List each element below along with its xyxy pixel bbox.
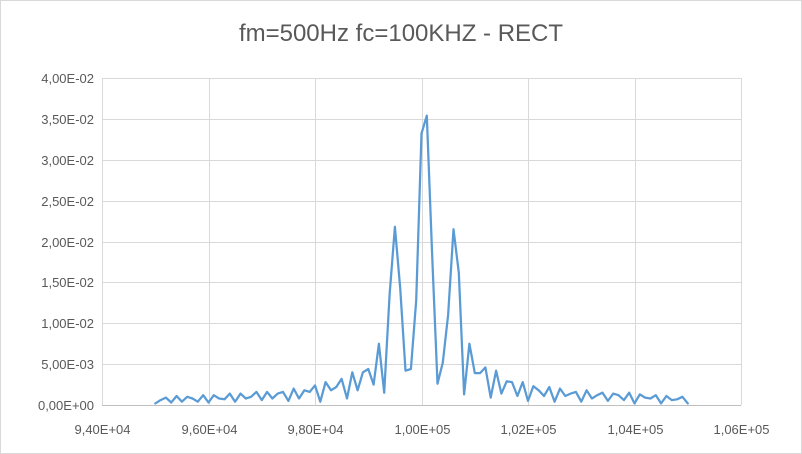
x-tick-label: 1,04E+05 [607,422,663,437]
x-tick-label: 1,02E+05 [500,422,556,437]
x-axis-tick-labels: 9,40E+04 9,60E+04 9,80E+04 1,00E+05 1,02E+05… [74,422,769,437]
x-tick-label: 9,40E+04 [74,422,130,437]
series-line-1 [154,114,689,405]
y-tick-label: 2,50E-02 [41,194,94,209]
chart-title: fm=500Hz fc=100KHZ - RECT [238,20,564,47]
y-tick-label: 0,00E+00 [38,398,94,413]
y-tick-label: 4,00E-02 [41,71,94,86]
y-tick-label: 3,00E-02 [41,153,94,168]
y-tick-label: 5,00E-03 [41,357,94,372]
x-tick-label: 1,06E+05 [713,422,769,437]
x-tick-label: 9,80E+04 [287,422,343,437]
y-axis-tick-labels: 0,00E+00 5,00E-03 1,00E-02 1,50E-02 2,00E-02… [38,71,94,413]
y-tick-label: 3,50E-02 [41,112,94,127]
x-tick-label: 1,00E+05 [394,422,450,437]
y-tick-label: 1,00E-02 [41,316,94,331]
plot-series [154,114,689,405]
x-tick-label: 9,60E+04 [181,422,237,437]
y-tick-label: 2,00E-02 [41,235,94,250]
gridlines [102,78,742,406]
y-tick-label: 1,50E-02 [41,275,94,290]
